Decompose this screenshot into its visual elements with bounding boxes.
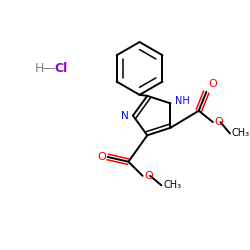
Text: NH: NH bbox=[175, 96, 190, 106]
Text: O: O bbox=[97, 152, 106, 162]
Text: H: H bbox=[35, 62, 44, 75]
Text: O: O bbox=[215, 117, 224, 127]
Text: —: — bbox=[43, 62, 55, 75]
Text: Cl: Cl bbox=[55, 62, 68, 75]
Text: CH₃: CH₃ bbox=[232, 128, 250, 138]
Text: O: O bbox=[208, 79, 217, 89]
Text: N: N bbox=[122, 110, 129, 120]
Text: CH₃: CH₃ bbox=[163, 180, 182, 190]
Text: O: O bbox=[144, 171, 153, 181]
